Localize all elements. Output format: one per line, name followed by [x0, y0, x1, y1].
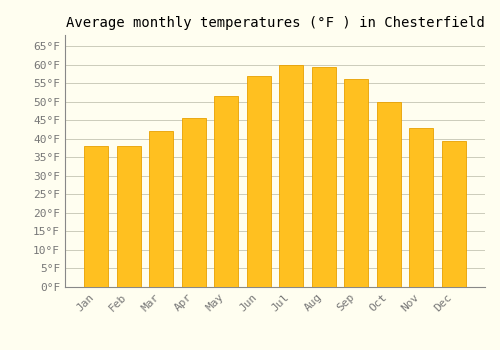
Bar [312, 66, 336, 287]
Title: Average monthly temperatures (°F ) in Chesterfield: Average monthly temperatures (°F ) in Ch… [66, 16, 484, 30]
Bar [84, 146, 108, 287]
Bar [344, 79, 368, 287]
Bar [279, 65, 303, 287]
Bar [116, 146, 141, 287]
Bar [409, 128, 434, 287]
Bar [246, 76, 271, 287]
Bar [149, 131, 174, 287]
Bar [214, 96, 238, 287]
Bar [376, 102, 401, 287]
Bar [182, 118, 206, 287]
Bar [442, 141, 466, 287]
